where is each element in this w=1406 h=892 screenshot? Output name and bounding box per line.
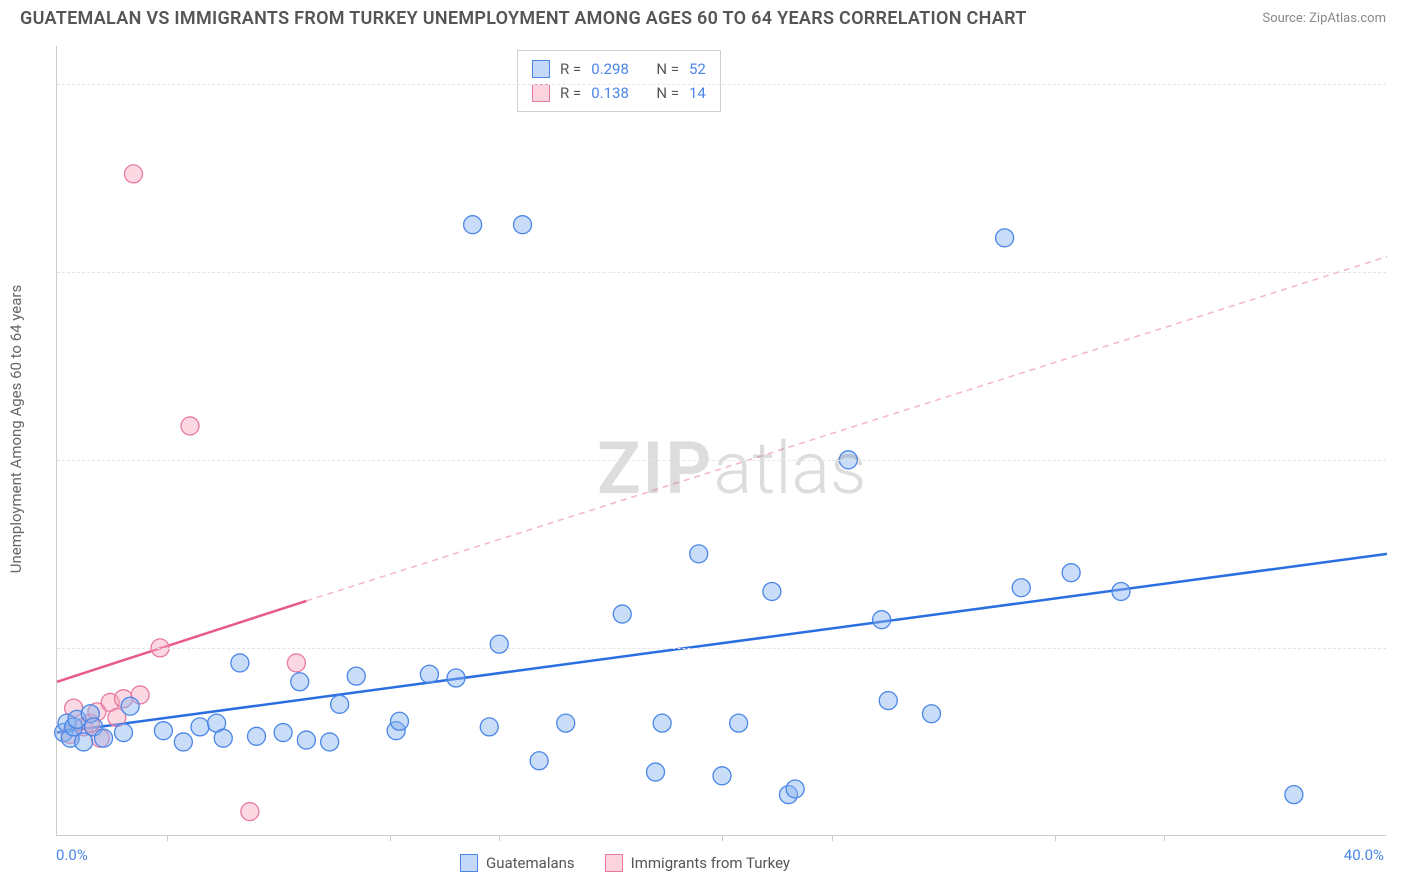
x-tick-mark [390, 835, 391, 841]
watermark: ZIPatlas [597, 426, 867, 511]
data-point [390, 712, 408, 730]
x-tick-mark [167, 835, 168, 841]
data-point [464, 216, 482, 234]
data-point [763, 582, 781, 600]
data-point [922, 705, 940, 723]
data-point [490, 635, 508, 653]
data-point [154, 722, 172, 740]
data-point [690, 545, 708, 563]
source-label: Source: ZipAtlas.com [1262, 11, 1386, 26]
data-point [121, 697, 139, 715]
data-point [274, 724, 292, 742]
x-tick-mark [832, 835, 833, 841]
data-point [653, 714, 671, 732]
r-value-1: 0.298 [591, 57, 629, 81]
data-point [191, 718, 209, 736]
legend-swatch-blue [532, 60, 550, 78]
chart-title: GUATEMALAN VS IMMIGRANTS FROM TURKEY UNE… [20, 8, 1027, 29]
data-point [347, 667, 365, 685]
data-point [1012, 579, 1030, 597]
data-point [321, 733, 339, 751]
data-point [297, 731, 315, 749]
data-point [241, 803, 259, 821]
data-point [530, 752, 548, 770]
data-point [420, 665, 438, 683]
data-point [124, 165, 142, 183]
x-tick-mark [1164, 835, 1165, 841]
stats-legend-box: R = 0.298 N = 52 R = 0.138 N = 14 [517, 50, 721, 112]
data-point [287, 654, 305, 672]
data-point [713, 767, 731, 785]
legend-label-2: Immigrants from Turkey [631, 854, 790, 872]
data-point [514, 216, 532, 234]
chart-plot-area: R = 0.298 N = 52 R = 0.138 N = 14 ZIPatl… [56, 46, 1386, 836]
n-label-1: N = [656, 57, 679, 81]
data-point [873, 611, 891, 629]
legend-swatch-pink [532, 84, 550, 102]
data-point [1285, 786, 1303, 804]
data-point [214, 729, 232, 747]
grid-line [57, 272, 1386, 273]
x-tick-mark [722, 835, 723, 841]
y-axis-label: Unemployment Among Ages 60 to 64 years [7, 285, 25, 573]
r-label-1: R = [560, 57, 581, 81]
data-point [248, 727, 266, 745]
x-tick-mark [499, 835, 500, 841]
x-tick-mark [1055, 835, 1056, 841]
data-point [291, 673, 309, 691]
data-point [115, 724, 133, 742]
data-point [447, 669, 465, 687]
data-point [181, 417, 199, 435]
n-value-1: 52 [689, 57, 706, 81]
trend-line [57, 554, 1387, 733]
data-point [613, 605, 631, 623]
legend-swatch-pink-bottom [605, 854, 623, 872]
data-point [786, 780, 804, 798]
data-point [480, 718, 498, 736]
legend-swatch-blue-bottom [460, 854, 478, 872]
legend-label-1: Guatemalans [486, 854, 575, 872]
grid-line [57, 84, 1386, 85]
data-point [730, 714, 748, 732]
data-point [331, 695, 349, 713]
data-point [879, 692, 897, 710]
watermark-zip: ZIP [597, 426, 713, 511]
watermark-atlas: atlas [713, 426, 866, 511]
data-point [557, 714, 575, 732]
data-point [996, 229, 1014, 247]
bottom-legend: Guatemalans Immigrants from Turkey [460, 854, 790, 872]
data-point [95, 729, 113, 747]
data-point [174, 733, 192, 751]
x-tick-max: 40.0% [1344, 846, 1384, 864]
data-point [1112, 582, 1130, 600]
data-point [1062, 564, 1080, 582]
grid-line [57, 460, 1386, 461]
grid-line [57, 648, 1386, 649]
trend-line [57, 601, 306, 682]
x-tick-min: 0.0% [56, 846, 88, 864]
data-point [231, 654, 249, 672]
data-point [647, 763, 665, 781]
